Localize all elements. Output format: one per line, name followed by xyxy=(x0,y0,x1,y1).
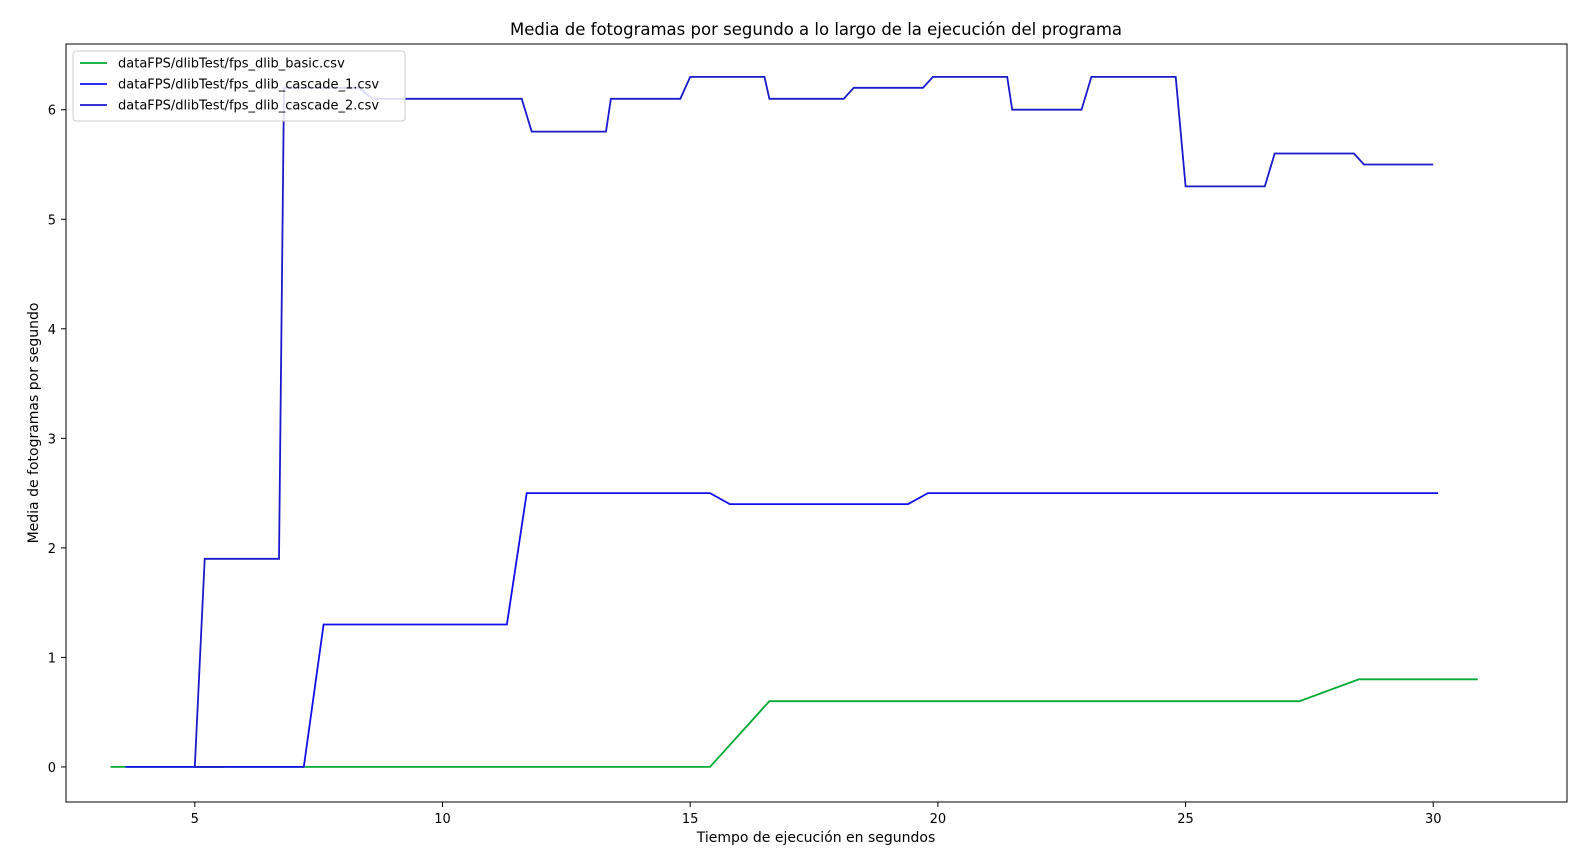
legend-label: dataFPS/dlibTest/fps_dlib_basic.csv xyxy=(118,57,345,72)
plot-frame xyxy=(65,43,1568,803)
y-tick-label: 5 xyxy=(48,213,56,228)
legend: dataFPS/dlibTest/fps_dlib_basic.csv dataF… xyxy=(72,50,406,122)
chart-title: Media de fotogramas por segundo a lo lar… xyxy=(510,20,1122,39)
x-axis-ticks: 5 10 15 20 25 30 xyxy=(191,802,1442,827)
series-line-1 xyxy=(110,678,1478,768)
legend-box xyxy=(72,50,406,122)
series-line-2 xyxy=(125,492,1439,768)
legend-label: dataFPS/dlibTest/fps_dlib_cascade_1.csv xyxy=(118,78,379,93)
x-tick-label: 20 xyxy=(930,812,947,827)
plot-area xyxy=(66,44,1567,802)
x-tick-label: 25 xyxy=(1177,812,1194,827)
x-axis-label: Tiempo de ejecución en segundos xyxy=(696,830,936,846)
legend-label: dataFPS/dlibTest/fps_dlib_cascade_2.csv xyxy=(118,99,379,114)
y-tick-label: 3 xyxy=(48,432,56,447)
x-tick-label: 30 xyxy=(1425,812,1442,827)
y-tick-label: 6 xyxy=(48,104,56,119)
y-tick-label: 2 xyxy=(48,542,56,557)
y-tick-label: 1 xyxy=(48,651,56,666)
y-axis-label: Media de fotogramas por segundo xyxy=(26,303,42,544)
x-tick-label: 5 xyxy=(191,812,199,827)
x-tick-label: 15 xyxy=(682,812,699,827)
y-axis-ticks: 0 1 2 3 4 5 6 xyxy=(48,104,66,776)
y-tick-label: 4 xyxy=(48,323,56,338)
x-tick-label: 10 xyxy=(434,812,451,827)
y-tick-label: 0 xyxy=(48,761,56,776)
